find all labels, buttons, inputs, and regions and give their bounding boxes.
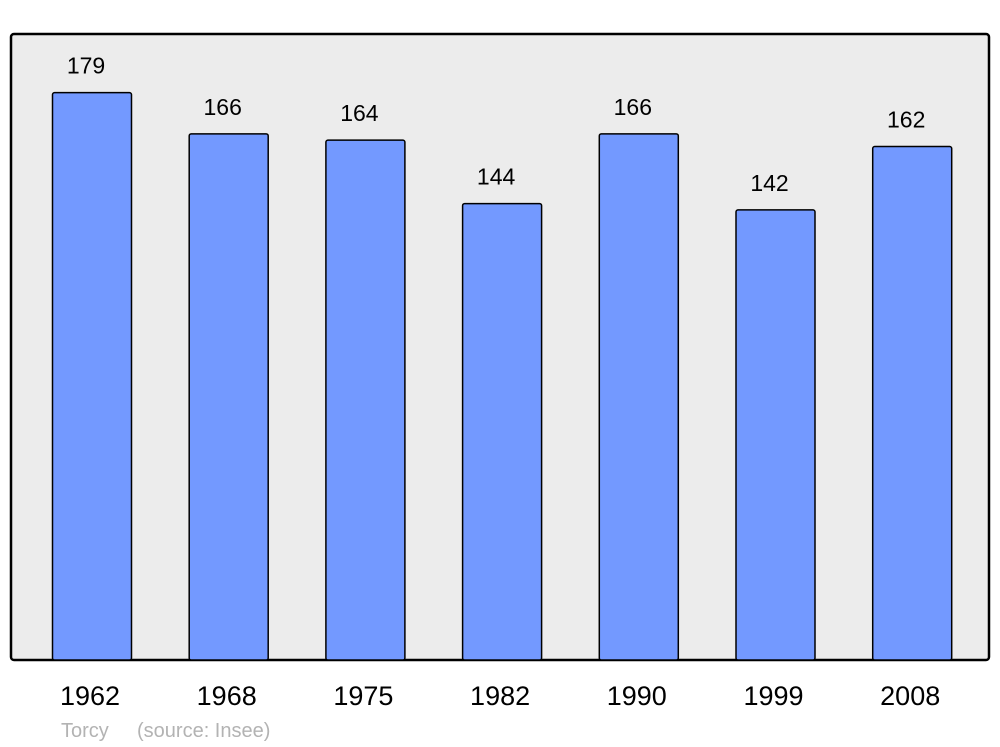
- bar-1982: [461, 202, 543, 661]
- data-label-1968: 166: [204, 94, 242, 120]
- x-tick-label-1999: 1999: [743, 681, 803, 711]
- x-tick-label-1975: 1975: [333, 681, 393, 711]
- x-tick-label-1982: 1982: [470, 681, 530, 711]
- data-label-2008: 162: [887, 107, 925, 133]
- data-label-1975: 164: [340, 100, 379, 126]
- bar-1968: [188, 133, 269, 661]
- x-tick-label-1990: 1990: [607, 681, 667, 711]
- data-label-1990: 166: [614, 94, 652, 120]
- footer-place: Torcy: [61, 720, 109, 742]
- bar-1962: [51, 91, 133, 661]
- bar-1975: [325, 139, 406, 661]
- data-label-1982: 144: [477, 164, 516, 190]
- data-label-1962: 179: [67, 53, 105, 79]
- bar-1990: [598, 133, 680, 661]
- x-tick-label-1968: 1968: [197, 681, 257, 711]
- bar-1999: [735, 209, 816, 661]
- data-label-1999: 142: [750, 170, 788, 196]
- footer-source: (source: Insee): [137, 720, 270, 742]
- bar-2008: [871, 145, 953, 661]
- x-tick-label-2008: 2008: [880, 681, 940, 711]
- x-tick-label-1962: 1962: [60, 681, 120, 711]
